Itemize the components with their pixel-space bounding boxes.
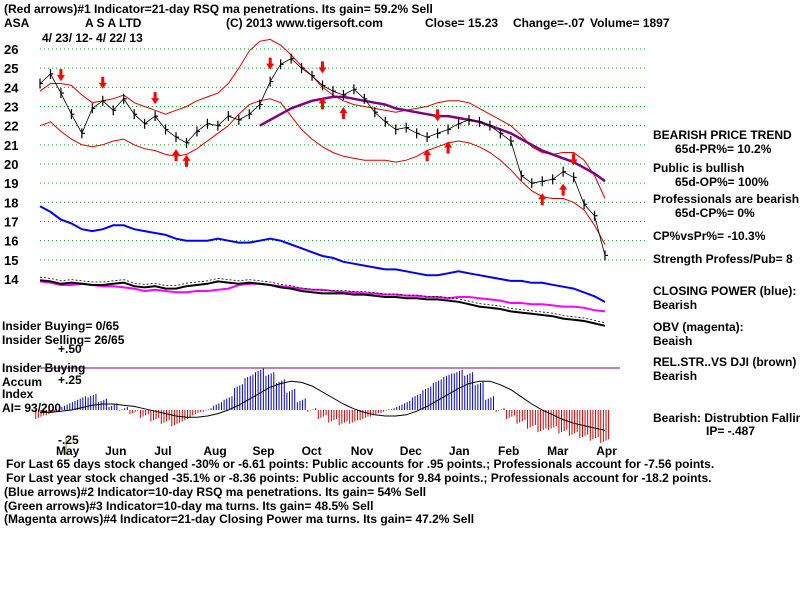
buy-arrow-icon xyxy=(423,149,432,162)
x-axis-months: May Jun Jul Aug Sep Oct Nov Dec Jan Feb Mar Apr xyxy=(56,444,617,458)
accum-index-panel xyxy=(35,367,620,455)
signal-arrows xyxy=(56,57,578,206)
lower-band-line xyxy=(39,98,606,245)
y-tick-label: 26 xyxy=(4,42,18,57)
x-month-label: Jun xyxy=(105,444,126,458)
header-date-range: 4/ 23/ 12- 4/ 22/ 13 xyxy=(42,31,143,45)
buy-arrow-icon xyxy=(318,97,327,110)
bearish-dist-label: Bearish: Distrubtion Falling xyxy=(653,411,800,425)
y-tick-label: 18 xyxy=(4,195,18,210)
insider-buying-label: Insider Buying= 0/65 xyxy=(2,319,119,333)
y-tick-label: 25 xyxy=(4,61,18,76)
trend-cpvspr: CP%vsPr%= -10.3% xyxy=(653,229,766,243)
x-month-label: Sep xyxy=(252,444,274,458)
rel-strength-line xyxy=(39,279,606,327)
closing-power-value: Bearish xyxy=(653,298,697,312)
y-tick-label: 15 xyxy=(4,253,18,268)
rel-value: Bearish xyxy=(653,369,697,383)
x-month-label: Jan xyxy=(449,444,470,458)
buy-arrow-icon xyxy=(339,107,348,119)
accum-ma-line xyxy=(40,380,606,431)
buy-arrow-icon xyxy=(172,149,181,162)
trend-public: Public is bullish xyxy=(653,161,744,175)
closing-power-label: CLOSING POWER (blue): xyxy=(653,284,796,298)
buy-arrow-icon xyxy=(538,193,547,206)
accum-name2: Accum xyxy=(2,375,42,389)
y-tick-label: 14 xyxy=(4,272,19,287)
accum-bottom-label: -.25 xyxy=(58,433,79,447)
accum-ai-label: AI= 93/200 xyxy=(2,401,61,415)
x-month-label: May xyxy=(56,444,80,458)
sell-arrow-icon xyxy=(56,69,65,82)
y-tick-label: 19 xyxy=(4,176,18,191)
trend-op: 65d-OP%= 100% xyxy=(675,175,769,189)
x-month-label: Nov xyxy=(351,444,374,458)
y-tick-label: 20 xyxy=(4,157,18,172)
header-volume: Volume= 1897 xyxy=(590,16,670,30)
y-tick-label: 21 xyxy=(4,138,18,153)
y-tick-label: 22 xyxy=(4,119,18,134)
y-tick-label: 17 xyxy=(4,215,18,230)
x-month-label: Dec xyxy=(400,444,422,458)
x-month-label: Aug xyxy=(203,444,226,458)
closing-power-line xyxy=(39,205,606,303)
price-line xyxy=(39,58,606,256)
accum-mid-label: +.25 xyxy=(58,373,82,387)
accum-name3: Index xyxy=(2,387,34,401)
obv-label: OBV (magenta): xyxy=(653,320,744,334)
ip-label: IP= -.487 xyxy=(706,424,755,438)
sell-arrow-icon xyxy=(151,92,160,105)
header-indicator-line: (Red arrows)#1 Indicator=21-day RSQ ma p… xyxy=(4,2,433,16)
footer-line1: For Last 65 days stock changed -30% or -… xyxy=(6,457,714,471)
buy-arrow-icon xyxy=(182,154,191,167)
x-month-label: Feb xyxy=(498,444,519,458)
sell-arrow-icon xyxy=(98,76,107,89)
footer-line2: For Last year stock changed -35.1% or -8… xyxy=(6,471,712,485)
obv-value: Beaish xyxy=(653,334,692,348)
sell-arrow-icon xyxy=(433,109,442,122)
x-month-label: Apr xyxy=(596,444,617,458)
x-month-label: Mar xyxy=(547,444,569,458)
sell-arrow-icon xyxy=(569,153,578,166)
footer-line3: (Blue arrows)#2 Indicator=10-day RSQ ma … xyxy=(4,485,426,499)
header-symbol: ASA xyxy=(4,16,30,30)
trend-pr: 65d-PR%= 10.2% xyxy=(675,142,772,156)
x-month-label: Oct xyxy=(302,444,322,458)
insider-selling-label: Insider Selling= 26/65 xyxy=(2,333,125,347)
buy-arrow-icon xyxy=(444,141,453,154)
rel-label: REL.STR..VS DJI (brown) xyxy=(653,355,796,369)
grid-lines xyxy=(40,48,648,261)
obv-line xyxy=(39,280,606,313)
trend-cp: 65d-CP%= 0% xyxy=(675,206,755,220)
trend-professionals: Professionals are bearish xyxy=(653,192,799,206)
header-change: Change=-.07 xyxy=(513,16,585,30)
data-series xyxy=(39,38,608,327)
trend-strength: Strength Profess/Pub= 8 xyxy=(653,252,793,266)
buy-arrow-icon xyxy=(559,183,568,196)
ma-line xyxy=(259,95,606,183)
rel-strength-ma-line xyxy=(39,276,606,324)
header-source: (C) 2013 www.tigersoft.com xyxy=(226,16,383,30)
sell-arrow-icon xyxy=(318,61,327,74)
footer-line5: (Magenta arrows)#4 Indicator=21-day Clos… xyxy=(4,512,474,526)
accum-name1: Insider Buying xyxy=(2,361,85,375)
header-close: Close= 15.23 xyxy=(425,16,498,30)
y-tick-label: 16 xyxy=(4,234,18,249)
y-axis-ticks: 26 25 24 23 22 21 20 19 18 17 16 15 14 xyxy=(4,42,19,287)
y-tick-label: 24 xyxy=(4,80,19,95)
accum-top-label: +.50 xyxy=(58,342,82,356)
x-month-label: Jul xyxy=(154,444,171,458)
sell-arrow-icon xyxy=(266,57,275,70)
y-tick-label: 23 xyxy=(4,100,18,115)
trend-title: BEARISH PRICE TREND xyxy=(653,128,792,142)
footer-line4: (Green arrows)#3 Indicator=10-day ma tur… xyxy=(4,499,373,513)
header-company: A S A LTD xyxy=(85,16,142,30)
